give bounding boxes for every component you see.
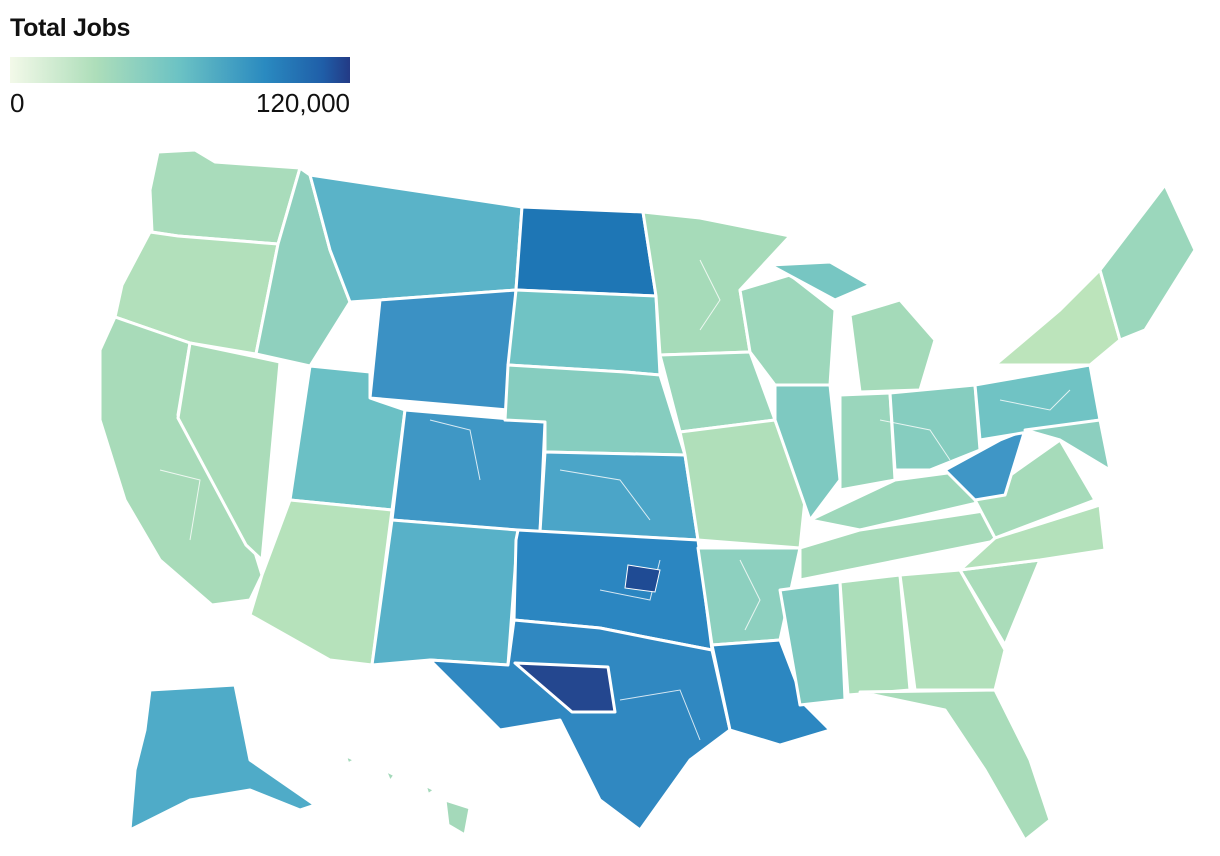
region-wyoming [368,288,518,412]
legend-color-bar [10,57,350,83]
region-virginia [973,438,1097,540]
legend-min-label: 0 [10,88,25,118]
region-south-dakota [506,288,662,377]
region-arizona [248,498,394,667]
region-indiana [838,391,897,492]
region-texas-permian [513,661,617,714]
region-montana [308,173,524,304]
region-north-dakota [514,205,658,298]
region-hawaii [343,753,472,837]
region-ohio [888,383,982,472]
region-michigan-upper [768,260,872,302]
region-louisiana [710,638,832,747]
region-kansas [538,450,700,542]
region-washington [148,148,302,246]
region-oklahoma-core [624,564,661,593]
region-new-york [993,268,1122,367]
legend-title: Total Jobs [10,14,131,42]
region-colorado [390,408,547,534]
region-texas [428,618,732,832]
region-nevada [176,341,282,562]
region-florida [858,688,1052,842]
region-illinois [773,383,842,522]
region-west-virginia [943,428,1027,502]
region-mid-atlantic [1023,418,1112,472]
region-new-mexico [370,518,520,667]
region-north-carolina [958,503,1107,572]
region-mississippi [778,580,847,707]
region-alabama [838,573,912,697]
region-michigan [848,298,937,394]
region-georgia [898,568,1007,692]
legend-max-label: 120,000 [256,88,350,118]
legend: Total Jobs 0 120,000 [10,14,350,118]
region-alaska [128,683,317,832]
region-new-england [1098,183,1197,342]
